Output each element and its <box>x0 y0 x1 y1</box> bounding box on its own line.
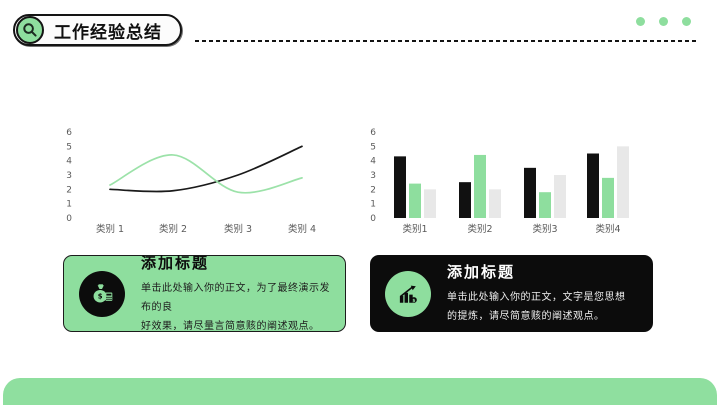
slide-title-pill[interactable]: 工作经验总结 <box>13 14 182 46</box>
card-body: 单击此处输入你的正文，为了最终演示发布的良 好效果，请尽量言简意赅的阐述观点。 <box>141 279 333 336</box>
svg-text:6: 6 <box>66 128 72 138</box>
decor-dot <box>682 17 691 26</box>
svg-text:类别 3: 类别 3 <box>224 223 252 235</box>
svg-text:类别 4: 类别 4 <box>288 223 316 235</box>
svg-text:类别4: 类别4 <box>595 223 620 235</box>
svg-text:1: 1 <box>370 200 376 210</box>
svg-text:4: 4 <box>66 157 72 167</box>
card-body-line: 的提炼，请尽简意赅的阐述观点。 <box>447 311 605 322</box>
line-chart[interactable]: 0 1 2 3 4 5 6 类别 1 类别 2 类别 3 类别 4 <box>58 122 343 242</box>
decor-dots <box>636 17 691 26</box>
svg-text:3: 3 <box>66 171 72 181</box>
card-body-line: 单击此处输入你的正文，为了最终演示发布的良 <box>141 282 330 313</box>
card-title: 添加标题 <box>141 253 210 272</box>
svg-text:4: 4 <box>370 157 376 167</box>
callout-card-black[interactable]: $ 添加标题 单击此处输入你的正文，文字是您思想 的提炼，请尽简意赅的阐述观点。 <box>370 255 653 332</box>
growth-chart-icon: $ <box>385 270 431 317</box>
svg-text:2: 2 <box>66 185 72 195</box>
svg-text:类别2: 类别2 <box>467 223 492 235</box>
card-body: 单击此处输入你的正文，文字是您思想 的提炼，请尽简意赅的阐述观点。 <box>447 288 626 326</box>
svg-text:类别1: 类别1 <box>402 223 427 235</box>
page-title: 工作经验总结 <box>54 22 162 43</box>
svg-text:2: 2 <box>370 185 376 195</box>
svg-text:类别3: 类别3 <box>532 223 557 235</box>
svg-text:1: 1 <box>66 200 72 210</box>
svg-text:类别 2: 类别 2 <box>159 223 187 235</box>
svg-text:$: $ <box>98 292 103 300</box>
money-bag-icon: $ <box>79 270 125 317</box>
magnifier-icon <box>16 16 44 44</box>
card-title: 添加标题 <box>447 263 516 281</box>
svg-text:0: 0 <box>370 214 376 224</box>
card-body-line: 单击此处输入你的正文，文字是您思想 <box>447 292 626 303</box>
bottom-accent-bar <box>3 378 717 405</box>
svg-text:类别 1: 类别 1 <box>96 223 124 235</box>
callout-card-green[interactable]: $ 添加标题 单击此处输入你的正文，为了最终演示发布的良 好效果，请尽量言简意赅… <box>63 253 346 332</box>
svg-text:0: 0 <box>66 214 72 224</box>
svg-text:6: 6 <box>370 128 376 138</box>
header-dotted-divider <box>195 40 697 42</box>
bar-chart[interactable]: 0 1 2 3 4 5 6 类别1 类别2 类别3 类别4 <box>362 122 662 242</box>
card-body-line: 好效果，请尽量言简意赅的阐述观点。 <box>141 320 320 332</box>
decor-dot <box>636 17 645 26</box>
svg-text:5: 5 <box>66 142 72 152</box>
svg-text:$: $ <box>412 297 415 303</box>
svg-text:3: 3 <box>370 171 376 181</box>
decor-dot <box>659 17 668 26</box>
svg-text:5: 5 <box>370 142 376 152</box>
